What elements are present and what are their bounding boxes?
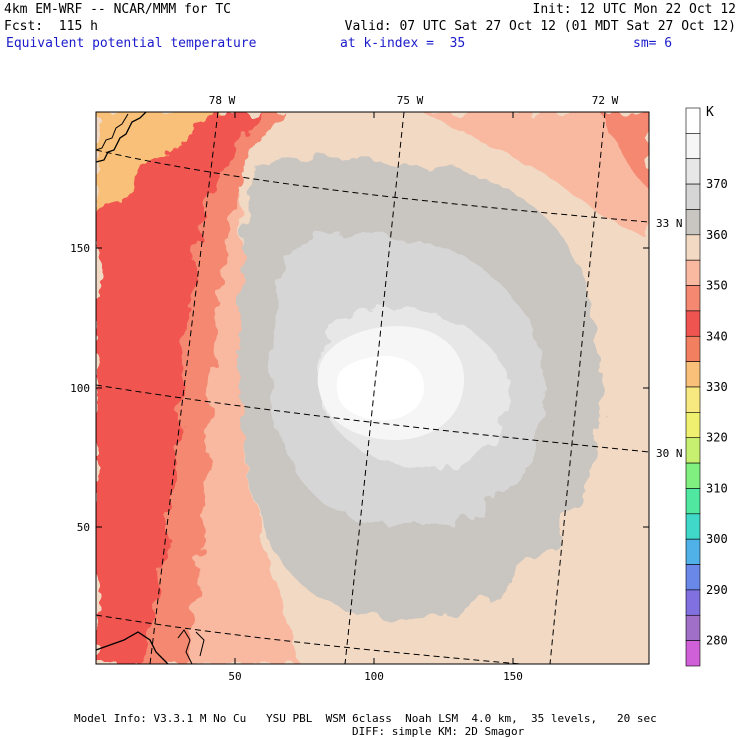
y-tick-label: 150	[70, 242, 90, 255]
legend-label: 300	[706, 532, 728, 546]
legend-swatch	[685, 107, 701, 134]
y-tick-label: 50	[77, 521, 90, 534]
x-tick-label: 150	[503, 670, 523, 683]
legend-label: 350	[706, 279, 728, 293]
field-345-ne	[600, 112, 649, 190]
legend-label: 370	[706, 177, 728, 191]
legend-swatch	[685, 133, 701, 160]
parallel-30n	[96, 384, 649, 453]
y-axis-ticks	[96, 247, 649, 528]
legend-swatch	[685, 209, 701, 236]
coastline-north-inner	[96, 113, 129, 151]
legend-swatch	[685, 335, 701, 362]
legend-swatch	[685, 361, 701, 388]
legend-swatch	[685, 285, 701, 312]
legend-swatch	[685, 462, 701, 489]
field-350-ne	[420, 112, 649, 240]
legend-label: 320	[706, 431, 728, 445]
k-index-label: at k-index = 35	[340, 36, 466, 51]
legend-swatch	[685, 386, 701, 413]
field-name: Equivalent potential temperature	[6, 36, 257, 51]
legend-swatch	[685, 640, 701, 667]
legend-swatch	[685, 614, 701, 641]
legend-swatch	[685, 437, 701, 464]
x-tick-label: 50	[228, 670, 241, 683]
plot-area	[96, 112, 649, 664]
field-390	[336, 355, 424, 421]
init-time: Init: 12 UTC Mon 22 Oct 12	[532, 2, 737, 17]
meridian-78w	[149, 112, 219, 664]
lon-label-72w: 72 W	[592, 94, 619, 107]
legend-label: 340	[706, 329, 728, 343]
model-title: 4km EM-WRF -- NCAR/MMM for TC	[4, 2, 231, 17]
legend-label: 360	[706, 228, 728, 242]
legend-swatch	[685, 310, 701, 337]
legend-swatch	[685, 564, 701, 591]
parallel-33n	[96, 149, 649, 223]
coastline-south	[96, 631, 169, 664]
legend-label: 290	[706, 583, 728, 597]
field-340	[96, 112, 262, 664]
coastline-north	[96, 112, 147, 163]
lat-label-33n: 33 N	[656, 217, 683, 230]
legend-swatch	[685, 513, 701, 540]
lon-label-75w: 75 W	[397, 94, 424, 107]
legend-unit: K	[706, 105, 714, 120]
model-info: Model Info: V3.3.1 M No Cu YSU PBL WSM 6…	[74, 712, 657, 725]
lon-label-78w: 78 W	[209, 94, 236, 107]
x-tick-label: 100	[364, 670, 384, 683]
coastline-south-islands	[177, 629, 205, 664]
lat-label-30n: 30 N	[656, 447, 683, 460]
legend-swatch	[685, 589, 701, 616]
legend-swatch	[685, 412, 701, 439]
diffusion-info: DIFF: simple KM: 2D Smagor	[352, 725, 525, 738]
legend-swatch	[685, 234, 701, 261]
legend-label: 280	[706, 634, 728, 648]
y-tick-label: 100	[70, 382, 90, 395]
legend-swatch	[685, 538, 701, 565]
field-330	[96, 112, 220, 215]
latlon-grid	[96, 112, 649, 664]
meridian-72w	[549, 112, 606, 664]
legend-label: 310	[706, 481, 728, 495]
legend-swatch	[685, 183, 701, 210]
forecast-hour: Fcst: 115 h	[4, 19, 98, 34]
valid-time: Valid: 07 UTC Sat 27 Oct 12 (01 MDT Sat …	[344, 19, 736, 34]
legend-label: 330	[706, 380, 728, 394]
color-legend: K 370 360 350 340 330 320 310 300 290 280	[685, 105, 728, 667]
meridian-75w	[344, 112, 405, 664]
x-axis-ticks	[234, 112, 514, 664]
smoothing-label: sm= 6	[633, 36, 673, 51]
legend-swatch	[685, 488, 701, 515]
legend-swatch	[685, 259, 701, 286]
legend-swatch	[685, 158, 701, 185]
parallel-27n	[96, 614, 521, 664]
